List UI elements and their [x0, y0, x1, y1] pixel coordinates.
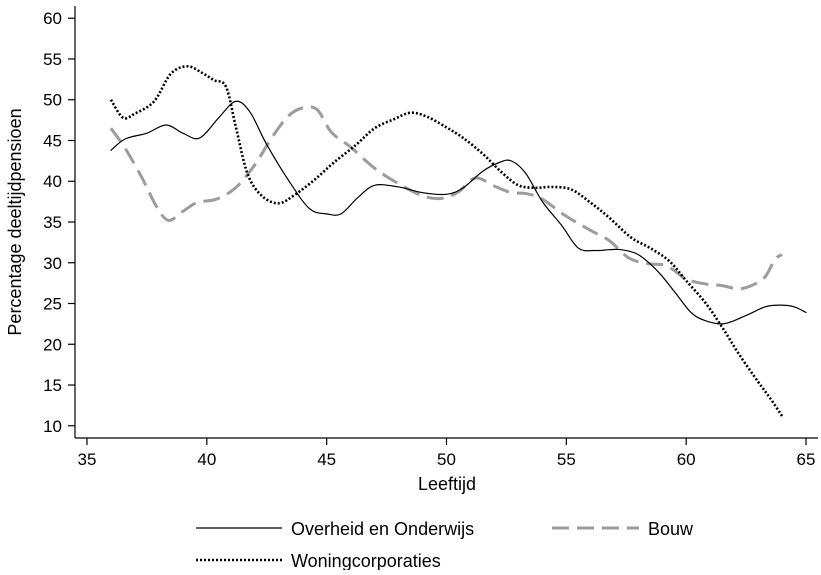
legend: Overheid en Onderwijs Bouw Woningcorpora… — [196, 519, 694, 571]
y-tick-label: 40 — [43, 172, 62, 191]
legend-label-overheid: Overheid en Onderwijs — [291, 519, 474, 539]
y-tick-label: 20 — [43, 335, 62, 354]
y-tick-label: 50 — [43, 91, 62, 110]
y-tick-label: 30 — [43, 254, 62, 273]
x-tick-label: 40 — [197, 450, 216, 469]
y-tick-label: 45 — [43, 131, 62, 150]
series-line-woningcorporaties — [109, 65, 784, 417]
axes: 10 15 20 25 30 35 40 45 50 55 60 35 40 45 50 55 60 65 — [43, 6, 818, 469]
series-line-bouw — [109, 105, 783, 291]
legend-label-woningcorporaties: Woningcorporaties — [291, 551, 441, 570]
series-line-overheid-en-onderwijs — [110, 100, 807, 325]
y-tick-label: 25 — [43, 295, 62, 314]
y-tick-label: 10 — [43, 417, 62, 436]
y-tick-label: 15 — [43, 376, 62, 395]
x-tick-label: 60 — [677, 450, 696, 469]
x-tick-label: 35 — [78, 450, 97, 469]
x-tick-label: 55 — [557, 450, 576, 469]
y-axis-title: Percentage deeltijdpensioen — [5, 108, 25, 335]
x-axis-title: Leeftijd — [418, 474, 476, 494]
y-tick-label: 55 — [43, 50, 62, 69]
y-tick-label: 60 — [43, 9, 62, 28]
series-lines — [109, 65, 807, 417]
x-tick-label: 65 — [797, 450, 816, 469]
x-tick-label: 50 — [437, 450, 456, 469]
y-tick-label: 35 — [43, 213, 62, 232]
legend-label-bouw: Bouw — [648, 519, 694, 539]
x-tick-label: 45 — [317, 450, 336, 469]
